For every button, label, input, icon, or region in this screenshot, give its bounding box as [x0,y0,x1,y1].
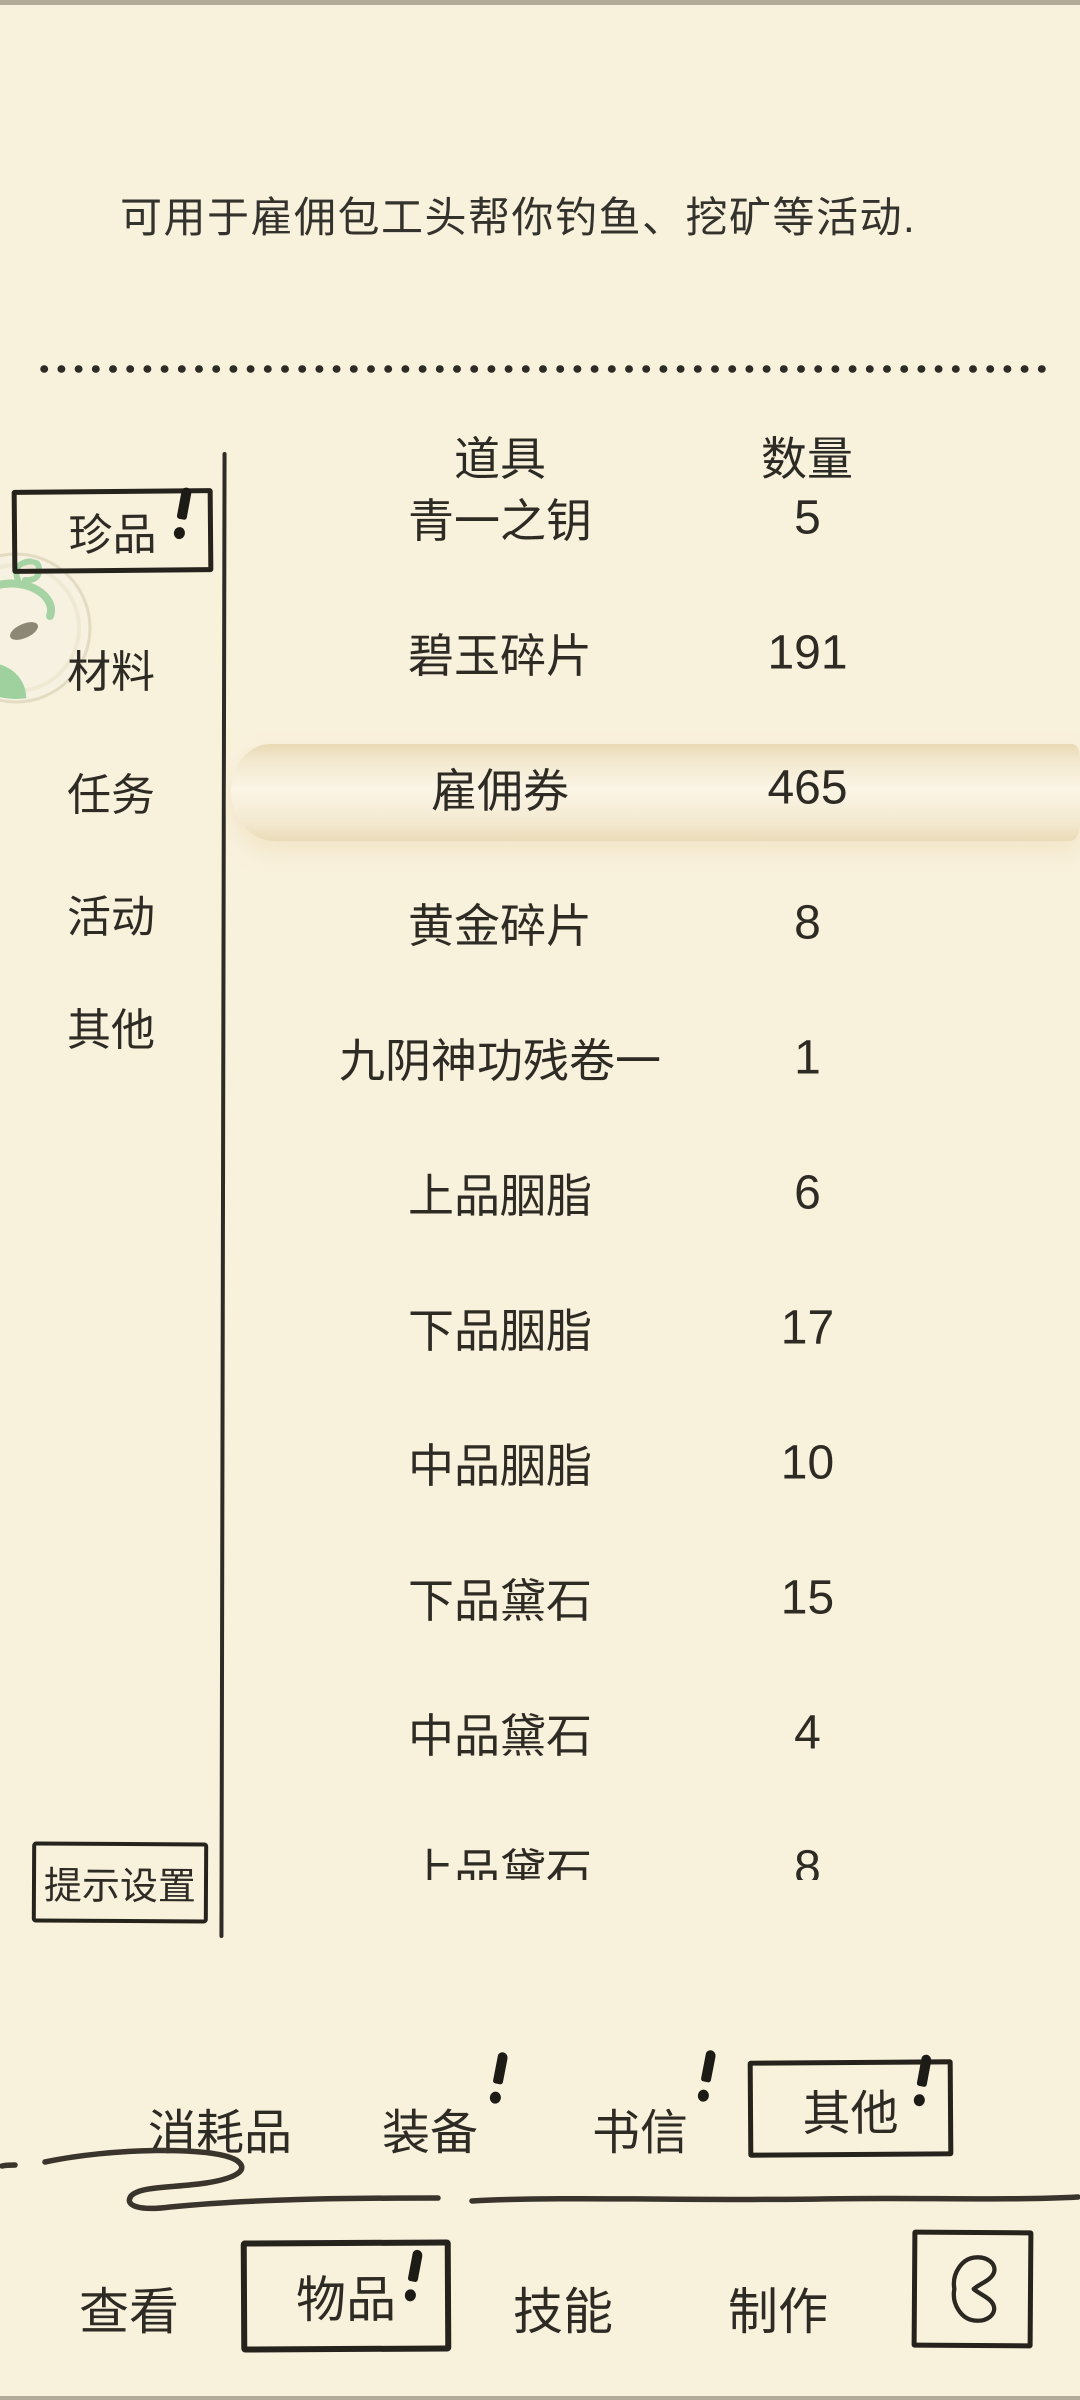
mascot-avatar-icon [0,552,92,704]
item-quantity: 465 [767,761,848,814]
item-name: 雇佣券 [431,764,569,817]
category-tab-equipment[interactable]: 装备 [381,2107,478,2160]
table-row[interactable]: 九阴神功残卷一 1 [225,990,1080,1125]
table-row[interactable]: 上品胭脂 6 [225,1125,1080,1260]
squiggle-divider [0,2147,1080,2212]
item-quantity: 5 [794,491,821,544]
item-quantity: 1 [794,1031,821,1084]
item-quantity: 4 [794,1706,821,1759]
treasure-alert-icon [168,486,197,541]
item-name: 九阴神功残卷一 [339,1034,661,1087]
back-icon [951,2255,997,2323]
back-button[interactable] [911,2229,1034,2349]
sidebar-tab-event[interactable]: 活动 [67,893,155,942]
table-row[interactable]: 下品胭脂 17 [225,1260,1080,1395]
table-row[interactable]: 黄金碎片 8 [225,855,1080,990]
table-row[interactable]: 碧玉碎片 191 [225,585,1080,720]
item-name: 青一之钥 [408,494,592,547]
column-header-item: 道具 [454,433,546,485]
hint-settings-label: 提示设置 [43,1865,197,1909]
item-name: 上品胭脂 [408,1169,592,1222]
items-alert-icon [399,2248,429,2303]
sidebar-tab-other[interactable]: 其他 [67,1006,155,1055]
item-name: 上品黛石 [408,1844,592,1881]
nav-items-label: 物品 [295,2271,397,2329]
other-alert-icon [908,2053,938,2108]
item-name: 碧玉碎片 [408,629,592,682]
item-name: 下品黛石 [408,1574,592,1627]
item-description: 可用于雇佣包工头帮你钓鱼、挖矿等活动. [120,194,917,241]
item-quantity: 191 [767,626,848,679]
category-tab-letters[interactable]: 书信 [591,2107,688,2160]
dotted-divider [40,365,1046,373]
screen-bottom-edge [0,2396,1080,2400]
nav-skills[interactable]: 技能 [513,2284,613,2340]
column-header-qty: 数量 [761,433,853,485]
table-row[interactable]: 上品黛石 8 [225,1800,1080,1880]
nav-view[interactable]: 查看 [79,2284,179,2340]
table-row[interactable]: 中品胭脂 10 [225,1395,1080,1530]
hint-settings-button[interactable]: 提示设置 [31,1841,209,1924]
screen-top-edge [0,0,1080,5]
category-tab-other-label: 其他 [802,2087,899,2141]
table-row[interactable]: 中品黛石 4 [225,1665,1080,1800]
sidebar-tab-treasure-label: 珍品 [68,510,157,561]
sidebar-tab-treasure[interactable]: 珍品 [11,486,214,574]
item-quantity: 8 [794,1841,821,1880]
nav-items[interactable]: 物品 [240,2239,452,2353]
sidebar-tab-quest[interactable]: 任务 [67,771,155,820]
table-row[interactable]: 青一之钥 5 [225,450,1080,585]
item-quantity: 15 [780,1571,835,1624]
item-quantity: 8 [794,896,821,949]
item-table: 青一之钥 5 碧玉碎片 191 雇佣券 465 黄金碎片 8 九阴神功残卷一 1… [225,450,1080,1880]
table-row[interactable]: 下品黛石 15 [225,1530,1080,1665]
sidebar-tab-material[interactable]: 材料 [67,648,155,697]
item-name: 黄金碎片 [408,899,592,952]
item-name: 中品黛石 [408,1709,592,1762]
item-quantity: 17 [780,1301,835,1354]
table-row[interactable]: 雇佣券 465 [225,720,1080,855]
nav-craft[interactable]: 制作 [728,2284,828,2340]
item-quantity: 6 [794,1166,821,1219]
item-name: 下品胭脂 [408,1304,592,1357]
item-name: 中品胭脂 [408,1439,592,1492]
item-quantity: 10 [780,1436,835,1489]
